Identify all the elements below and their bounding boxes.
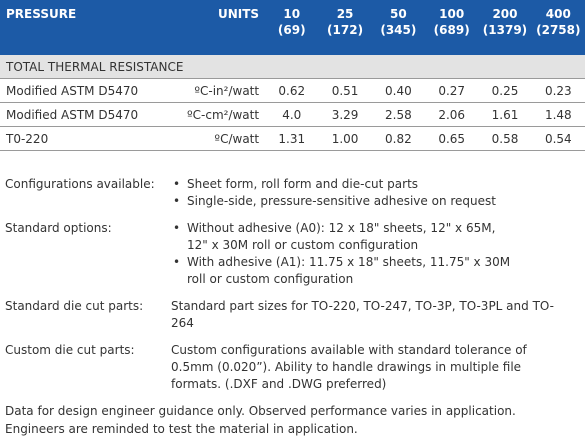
pressure-psi: 400	[545, 7, 571, 21]
table-cell: 2.58	[371, 102, 426, 127]
pressure-psi: 200	[492, 7, 518, 21]
header-cell: 200 (1379)	[478, 0, 532, 55]
spec-row: Standard die cut parts: Standard part siz…	[5, 298, 580, 332]
header-cell: 10 (69)	[265, 0, 319, 55]
pressure-psi: 50	[390, 7, 407, 21]
table-row: Modified ASTM D5470 ºC-in²/watt 0.62 0.51 0.…	[0, 78, 585, 103]
spec-label: Configurations available:	[5, 177, 155, 191]
bullet-list: Sheet form, roll form and die-cut partsS…	[171, 176, 517, 210]
footer: Data for design engineer guidance only. …	[5, 402, 516, 438]
spec-text: Standard part sizes for TO-220, TO-247, …	[171, 299, 555, 330]
specs: Configurations available: Sheet form, rol…	[5, 176, 580, 403]
table-cell: 1.48	[531, 102, 585, 127]
table-cell: ºC-cm²/watt	[165, 102, 266, 127]
table-cell: T0-220	[0, 126, 166, 151]
bullet-item: Without adhesive (A0): 12 x 18" sheets, …	[173, 220, 517, 254]
spec-row: Custom die cut parts: Custom configuratio…	[5, 342, 580, 393]
table-cell: 0.40	[371, 78, 426, 103]
pressure-psi: 25	[336, 7, 354, 21]
spec-row: Configurations available: Sheet form, rol…	[5, 176, 580, 210]
table-cell: 0.54	[531, 126, 585, 151]
pressure-kpa: (172)	[327, 23, 364, 37]
pressure-psi: 10	[283, 7, 301, 21]
table-cell: Modified ASTM D5470	[0, 78, 166, 103]
table-cell: 0.62	[265, 78, 319, 103]
spec-text: Custom configurations available with sta…	[171, 343, 527, 391]
header-cell: PRESSURE	[0, 0, 166, 55]
footer-line: Data for design engineer guidance only. …	[5, 404, 516, 418]
table-cell: 0.51	[318, 78, 372, 103]
pressure-kpa: (345)	[380, 23, 417, 37]
pressure-psi: 100	[439, 7, 465, 21]
pressure-kpa: (2758)	[536, 23, 581, 37]
spec-label: Custom die cut parts:	[5, 343, 135, 357]
table-cell: 1.61	[478, 102, 532, 127]
bullet-item: Single-side, pressure-sensitive adhesive…	[173, 193, 517, 210]
section-label: TOTAL THERMAL RESISTANCE	[0, 55, 585, 79]
spec-label: Standard die cut parts:	[5, 299, 144, 313]
table-cell: 0.23	[531, 78, 585, 103]
table-cell: 0.65	[425, 126, 479, 151]
header-cell: 50 (345)	[371, 0, 426, 55]
spec-label: Standard options:	[5, 221, 112, 235]
table-row: T0-220 ºC/watt 1.31 1.00 0.82 0.65 0.58 0.54	[0, 126, 585, 151]
table-cell: 0.58	[478, 126, 532, 151]
spec-row: Standard options: Without adhesive (A0): …	[5, 220, 580, 288]
table-cell: Modified ASTM D5470	[0, 102, 166, 127]
pressure-kpa: (1379)	[482, 23, 528, 37]
table-cell: ºC/watt	[165, 126, 266, 151]
footer-line: Engineers are reminded to test the mater…	[5, 422, 358, 436]
table-cell: 1.31	[265, 126, 319, 151]
table-cell: 0.27	[425, 78, 479, 103]
table-cell: 2.06	[425, 102, 479, 127]
header-cell: 100 (689)	[425, 0, 479, 55]
pressure-kpa: (689)	[433, 23, 470, 37]
table-cell: 0.25	[478, 78, 532, 103]
section-row: TOTAL THERMAL RESISTANCE	[0, 55, 585, 79]
pressure-kpa: (69)	[277, 23, 306, 37]
header-cell: UNITS	[165, 0, 266, 55]
header-row: PRESSURE UNITS 10 (69) 25 (172) 50 (345) 100 (6…	[0, 0, 585, 55]
bullet-item: Sheet form, roll form and die-cut parts	[173, 176, 517, 193]
table-cell: ºC-in²/watt	[165, 78, 266, 103]
header-cell: 25 (172)	[318, 0, 372, 55]
table-row: Modified ASTM D5470 ºC-cm²/watt 4.0 3.29 2.5…	[0, 102, 585, 127]
bullet-list: Without adhesive (A0): 12 x 18" sheets, …	[171, 220, 517, 288]
resistance-table: PRESSURE UNITS 10 (69) 25 (172) 50 (345) 100 (6…	[0, 0, 585, 151]
bullet-item: With adhesive (A1): 11.75 x 18" sheets, …	[173, 254, 517, 288]
header-cell: 400 (2758)	[531, 0, 585, 55]
table-cell: 3.29	[318, 102, 372, 127]
table-cell: 0.82	[371, 126, 426, 151]
table-cell: 1.00	[318, 126, 372, 151]
table-cell: 4.0	[265, 102, 319, 127]
